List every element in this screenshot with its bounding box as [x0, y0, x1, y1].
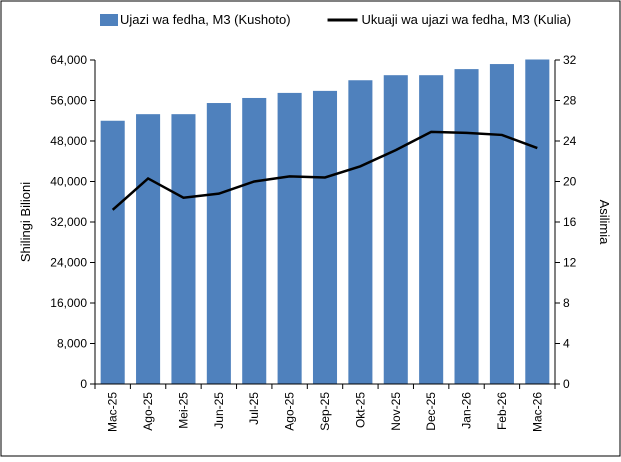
bar [383, 75, 408, 384]
y2-tick-label: 12 [563, 256, 577, 270]
bar [136, 114, 161, 384]
x-tick-label: Nov-25 [389, 392, 403, 431]
y-tick-label: 40,000 [50, 175, 87, 189]
y2-tick-label: 0 [563, 377, 570, 391]
x-tick-label: Jan-26 [460, 392, 474, 429]
y-tick-label: 32,000 [50, 215, 87, 229]
y2-tick-label: 4 [563, 337, 570, 351]
bar [525, 59, 550, 385]
bar [100, 120, 125, 384]
bar [312, 90, 338, 384]
x-tick-label: Mei-25 [176, 392, 190, 429]
y-tick-label: 8,000 [57, 337, 87, 351]
x-tick-label: Mac-25 [106, 392, 120, 432]
bar [242, 97, 267, 384]
x-tick-label: Mac-26 [530, 392, 544, 432]
y-tick-label: 24,000 [50, 256, 87, 270]
bar [206, 103, 231, 384]
legend-label: Ukuaji wa ujazi wa fedha, M3 (Kulia) [362, 12, 572, 27]
bar [171, 114, 196, 384]
y-tick-label: 0 [80, 377, 87, 391]
bar [489, 64, 514, 385]
line [111, 130, 538, 211]
x-tick-label: Ago-25 [141, 392, 155, 431]
y2-tick-label: 8 [563, 296, 570, 310]
y-tick-label: 16,000 [50, 296, 87, 310]
x-tick-label: Okt-25 [353, 392, 367, 428]
legend-label: Ujazi wa fedha, M3 (Kushoto) [120, 12, 291, 27]
y-tick-label: 64,000 [50, 53, 87, 67]
x-tick-label: Ago-25 [283, 392, 297, 431]
y2-tick-label: 32 [563, 53, 577, 67]
y2-axis-label: Asilimia [597, 200, 612, 246]
y-axis-label: Shilingi Bilioni [18, 182, 33, 262]
bar [277, 92, 302, 384]
bar [348, 80, 373, 384]
x-tick-label: Sep-25 [318, 392, 332, 431]
y2-tick-label: 28 [563, 94, 577, 108]
y2-tick-label: 24 [563, 134, 577, 148]
y2-tick-label: 16 [563, 215, 577, 229]
x-tick-label: Dec-25 [424, 392, 438, 431]
x-tick-label: Jun-25 [212, 392, 226, 429]
bar [419, 75, 444, 384]
x-tick-label: Feb-26 [495, 392, 509, 430]
legend-swatch [100, 14, 118, 26]
y-tick-label: 56,000 [50, 94, 87, 108]
y-tick-label: 48,000 [50, 134, 87, 148]
y2-tick-label: 20 [563, 175, 577, 189]
x-tick-label: Jul-25 [247, 392, 261, 425]
bar [454, 69, 479, 385]
